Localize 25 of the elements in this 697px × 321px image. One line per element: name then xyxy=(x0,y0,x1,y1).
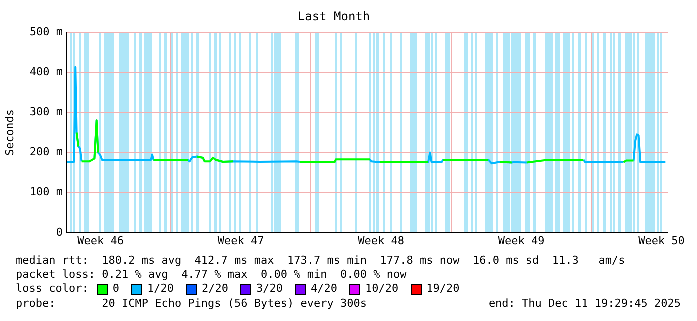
y-tick-label: 200 m xyxy=(30,146,64,159)
x-tick-label: Week 50 xyxy=(638,234,685,248)
legend-label: 2/20 xyxy=(202,282,228,296)
legend-label: 1/20 xyxy=(147,282,174,296)
x-tick-label: Week 47 xyxy=(218,234,264,248)
y-tick-label: 100 m xyxy=(30,186,64,199)
y-axis-title: Seconds xyxy=(3,110,16,156)
y-tick-label: 400 m xyxy=(30,65,64,78)
legend-label: 4/20 xyxy=(310,282,338,296)
text: median rtt: 180.2 ms avg 412.7 ms max 173.7 ms min 177.8 ms now 16.0 ms sd 11.3 am/s xyxy=(16,254,626,268)
legend-label: 0 xyxy=(112,282,120,296)
x-tick-label: Week 48 xyxy=(358,234,404,248)
chart-title: Last Month xyxy=(298,9,370,24)
y-tick-label: 500 m xyxy=(30,25,64,38)
text: packet loss: 0.21 % avg 4.77 % max 0.00 % min 0.00 % now xyxy=(16,268,407,282)
legend-label: 19/20 xyxy=(426,282,460,296)
legend-title: loss color: xyxy=(16,282,89,296)
y-tick-label: 300 m xyxy=(30,106,64,118)
legend-label: 10/20 xyxy=(365,282,399,296)
x-tick-label: Week 49 xyxy=(498,234,545,248)
y-tick-label: 0 xyxy=(56,226,63,239)
text: probe: 20 ICMP Echo Pings (56 Bytes) every 300s xyxy=(16,297,367,311)
legend-label: 3/20 xyxy=(256,282,283,296)
text: end: Thu Dec 11 19:29:45 2025 xyxy=(488,297,681,311)
x-tick-label: Week 46 xyxy=(78,234,124,248)
